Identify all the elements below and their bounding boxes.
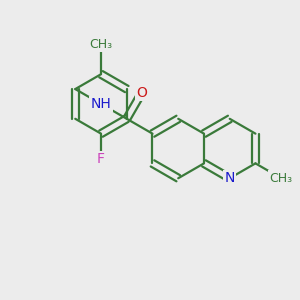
Text: N: N bbox=[224, 171, 235, 185]
Text: CH₃: CH₃ bbox=[270, 172, 293, 185]
Text: CH₃: CH₃ bbox=[89, 38, 112, 51]
Text: O: O bbox=[136, 86, 147, 100]
Text: NH: NH bbox=[91, 97, 111, 111]
Text: F: F bbox=[97, 152, 105, 166]
